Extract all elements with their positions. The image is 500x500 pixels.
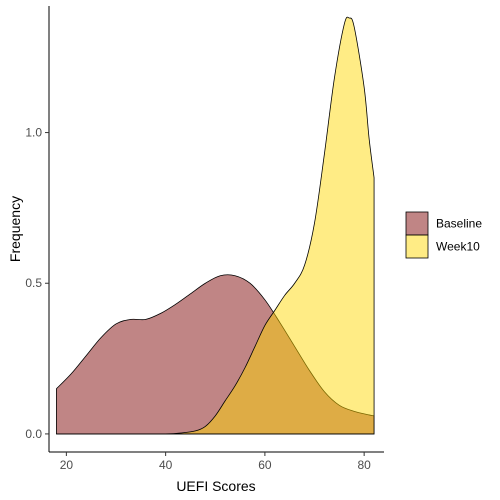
y-tick-label: 0.5 — [25, 276, 42, 290]
y-axis-title: Frequency — [7, 196, 23, 262]
density-areas — [56, 16, 375, 435]
density-area-baseline — [56, 274, 375, 435]
y-ticks: 0.0 0.5 1.0 — [25, 126, 49, 441]
y-tick-label: 0.0 — [25, 427, 42, 441]
legend-label-baseline: Baseline — [436, 217, 482, 231]
x-tick-label: 20 — [60, 458, 74, 472]
y-tick-label: 1.0 — [25, 126, 42, 140]
legend-key-week10 — [405, 234, 429, 259]
legend-label-week10: Week10 — [436, 240, 480, 254]
x-tick-label: 60 — [258, 458, 272, 472]
legend-key-baseline — [405, 211, 429, 236]
legend: Baseline Week10 — [405, 211, 482, 259]
x-tick-label: 40 — [159, 458, 173, 472]
x-tick-label: 80 — [357, 458, 371, 472]
x-ticks: 20 40 60 80 — [60, 452, 371, 472]
x-axis-title: UEFI Scores — [176, 478, 255, 494]
density-area-week10 — [56, 16, 375, 435]
